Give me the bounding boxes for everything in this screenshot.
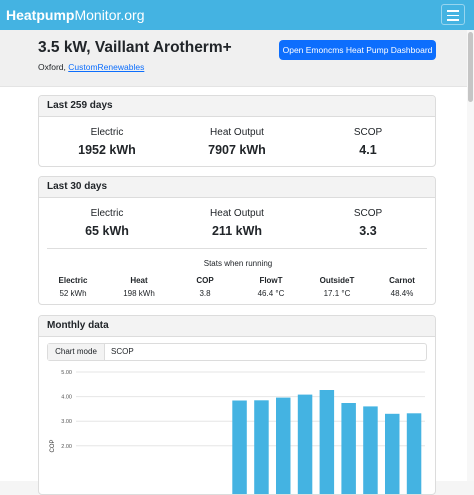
page-scrollbar[interactable]: [467, 30, 474, 481]
stat-value: 211 kWh: [172, 223, 302, 239]
running-stat-cop: COP 3.8: [172, 275, 238, 299]
running-stat-value: 3.8: [172, 288, 238, 299]
stat-scop: SCOP 3.3: [303, 207, 433, 239]
running-stat-label: Carnot: [369, 275, 435, 286]
stat-heat-output: Heat Output 211 kWh: [172, 207, 302, 239]
stat-value: 3.3: [303, 223, 433, 239]
stat-heat-output: Heat Output 7907 kWh: [172, 126, 302, 158]
y-tick-label: 5.00: [61, 370, 72, 376]
stat-label: Electric: [42, 207, 172, 220]
hamburger-icon: [447, 10, 459, 12]
stat-label: Heat Output: [172, 126, 302, 139]
navbar: HeatpumpMonitor.org: [0, 0, 474, 30]
chart-mode-value: SCOP: [111, 344, 134, 360]
card-all-time: Last 259 days Electric 1952 kWh Heat Out…: [38, 95, 436, 167]
y-tick-label: 2.00: [61, 444, 72, 450]
chart-bar[interactable]: [320, 390, 335, 495]
running-stat-label: FlowT: [238, 275, 304, 286]
chart-bar[interactable]: [298, 395, 313, 495]
system-location: Oxford, CustomRenewables: [38, 62, 144, 72]
brand-logo[interactable]: HeatpumpMonitor.org: [6, 5, 145, 25]
location-text: Oxford,: [38, 62, 66, 72]
chart-mode-select[interactable]: Chart mode SCOP: [47, 343, 427, 361]
stat-value: 7907 kWh: [172, 142, 302, 158]
running-stat-electric: Electric 52 kWh: [40, 275, 106, 299]
running-stat-label: Heat: [106, 275, 172, 286]
chart-mode-label: Chart mode: [48, 344, 105, 360]
running-stat-heat: Heat 198 kWh: [106, 275, 172, 299]
card-monthly-data: Monthly data Chart mode SCOP 5.00 4.00 3.0…: [38, 315, 436, 495]
chart-bar[interactable]: [407, 413, 422, 495]
y-tick-label: 3.00: [61, 419, 72, 425]
chart-bar[interactable]: [276, 398, 291, 495]
card-last-30-days: Last 30 days Electric 65 kWh Heat Output…: [38, 176, 436, 305]
hamburger-icon: [447, 19, 459, 21]
chart-bar[interactable]: [363, 406, 378, 495]
open-dashboard-button[interactable]: Open Emoncms Heat Pump Dashboard: [279, 40, 436, 60]
stat-label: Electric: [42, 126, 172, 139]
stat-scop: SCOP 4.1: [303, 126, 433, 158]
running-stat-value: 52 kWh: [40, 288, 106, 299]
stat-label: Heat Output: [172, 207, 302, 220]
running-stat-value: 46.4 °C: [238, 288, 304, 299]
running-stat-label: Electric: [40, 275, 106, 286]
running-stat-value: 198 kWh: [106, 288, 172, 299]
brand-bold: Heatpump: [6, 7, 74, 23]
stat-electric: Electric 65 kWh: [42, 207, 172, 239]
running-stat-value: 17.1 °C: [304, 288, 370, 299]
y-axis-label: COP: [50, 439, 56, 452]
running-stat-label: COP: [172, 275, 238, 286]
chart-bar[interactable]: [385, 414, 400, 495]
monthly-chart: 5.00 4.00 3.00 2.00 COP: [39, 366, 435, 495]
stat-label: SCOP: [303, 207, 433, 220]
system-title: 3.5 kW, Vaillant Arotherm+: [38, 39, 232, 57]
stat-value: 65 kWh: [42, 223, 172, 239]
hamburger-icon: [447, 15, 459, 17]
card-title: Monthly data: [39, 316, 435, 337]
scrollbar-thumb[interactable]: [468, 32, 473, 102]
menu-toggle-button[interactable]: [441, 4, 465, 25]
brand-light: Monitor.org: [74, 7, 144, 23]
installer-link[interactable]: CustomRenewables: [68, 62, 144, 72]
stat-value: 4.1: [303, 142, 433, 158]
running-stat-value: 48.4%: [369, 288, 435, 299]
stat-label: SCOP: [303, 126, 433, 139]
stat-electric: Electric 1952 kWh: [42, 126, 172, 158]
main-content: Last 259 days Electric 1952 kWh Heat Out…: [0, 87, 474, 481]
running-stat-carnot: Carnot 48.4%: [369, 275, 435, 299]
card-title: Last 259 days: [39, 96, 435, 117]
chart-bar[interactable]: [341, 403, 356, 495]
running-stat-label: OutsideT: [304, 275, 370, 286]
running-stat-flowt: FlowT 46.4 °C: [238, 275, 304, 299]
running-stat-outsidet: OutsideT 17.1 °C: [304, 275, 370, 299]
stat-value: 1952 kWh: [42, 142, 172, 158]
section-divider: [47, 248, 427, 249]
card-title: Last 30 days: [39, 177, 435, 198]
running-stats-title: Stats when running: [39, 259, 436, 268]
y-tick-label: 4.00: [61, 395, 72, 401]
